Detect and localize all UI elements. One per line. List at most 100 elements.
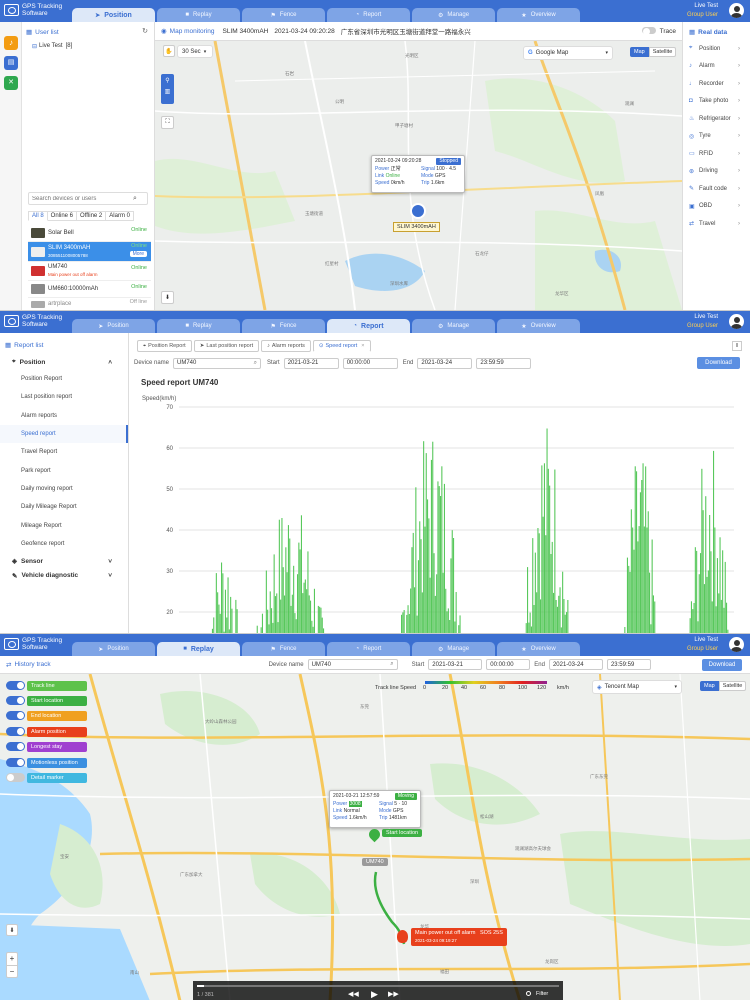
toggle-switch[interactable] — [6, 742, 25, 751]
tree-expand-icon[interactable]: ⊟ — [32, 44, 38, 50]
report-speed[interactable]: Speed report — [0, 424, 128, 444]
toggle-track-line[interactable]: Track line — [6, 680, 87, 691]
toggle-switch[interactable] — [6, 696, 25, 705]
play-icon[interactable]: ▶ — [371, 989, 378, 999]
alarm-bell-icon[interactable]: ♪ — [4, 36, 18, 50]
toggle-start-location[interactable]: Start location — [6, 695, 87, 706]
toggle-alarm-position[interactable]: Alarm position — [6, 726, 87, 737]
download-button[interactable]: Download — [697, 357, 740, 369]
report-geofence[interactable]: Geofence report — [21, 540, 65, 547]
device-row[interactable]: artrplace Off line — [28, 298, 151, 310]
report-park[interactable]: Park report — [21, 467, 51, 474]
more-button[interactable]: More — [129, 251, 147, 257]
map-mode-map[interactable]: Map — [630, 47, 649, 57]
search-input[interactable] — [29, 195, 133, 202]
device-name-field[interactable]: UM740 ⌕ — [173, 357, 262, 369]
device-row-selected[interactable]: SLIM 3400mAH 3085511008005788 Online More — [28, 242, 151, 262]
map-mode-satellite[interactable]: Satellite — [718, 681, 747, 691]
filter-alarm[interactable]: Alarm 0 — [106, 211, 134, 221]
group-vehicle-diagnostic[interactable]: ✎ Vehicle diagnostic ˅ — [0, 571, 128, 585]
start-time-field[interactable]: 00:00:00 — [342, 357, 398, 369]
open-tab-alarm-reports[interactable]: ♪ Alarm reports — [261, 340, 311, 352]
fast-forward-icon[interactable]: ▶▶ — [388, 991, 399, 998]
toggle-longest-stay[interactable]: Longest stay — [6, 741, 87, 752]
report-last-position[interactable]: Last position report — [21, 394, 73, 401]
start-time-field[interactable]: 00:00:00 — [486, 659, 531, 670]
trace-toggle[interactable] — [642, 27, 656, 35]
filter-offline[interactable]: Offline 2 — [77, 211, 107, 221]
tab-overview[interactable]: ★ Overview — [497, 319, 580, 333]
avatar[interactable] — [729, 637, 744, 652]
report-travel[interactable]: Travel Report — [21, 449, 58, 456]
tab-overview[interactable]: ★ Overview — [497, 8, 580, 22]
realdata-obd[interactable]: ▣ OBD › — [683, 198, 750, 216]
download-icon[interactable]: ⬇ — [161, 291, 174, 304]
zoom-in-icon[interactable]: + — [9, 954, 15, 963]
end-time-field[interactable]: 23:59:59 — [606, 659, 651, 670]
tab-manage[interactable]: ⚙ Manage — [412, 642, 495, 656]
toggle-switch[interactable] — [6, 711, 25, 720]
download-button[interactable]: Download — [702, 659, 742, 671]
tab-report[interactable]: ◔ Report — [327, 642, 410, 656]
open-tab-speed-report[interactable]: ⊙ Speed report × — [312, 340, 371, 352]
filter-radio-icon[interactable] — [526, 991, 531, 996]
map-type-select[interactable]: ◈ Tencent Map ▾ — [592, 680, 682, 694]
start-date-field[interactable]: 2021-03-21 — [428, 659, 483, 670]
alarm-marker-icon[interactable] — [397, 930, 408, 943]
tab-replay[interactable]: ■ Replay — [157, 319, 240, 333]
realdata-position[interactable]: ⌖ Position › — [683, 40, 750, 58]
refresh-interval-select[interactable]: 30 Sec ▾ — [177, 45, 213, 58]
tab-replay[interactable]: ■ Replay — [157, 642, 240, 656]
device-row[interactable]: UM740 Main power out off alarm Online — [28, 262, 151, 281]
tab-fence[interactable]: ⚑ Fence — [242, 642, 325, 656]
pan-tool-icon[interactable]: ✋ — [163, 45, 175, 57]
zoom-out-icon[interactable]: − — [7, 965, 17, 978]
tools-icon[interactable]: ✕ — [4, 76, 18, 90]
replay-map[interactable]: 大岭山森林公园 广东东莞 松山湖 观澜湖高尔夫球会 广东加拿大 深圳 龙华 宝安… — [0, 674, 750, 1000]
toggle-motionless-position[interactable]: Motionless position — [6, 757, 87, 768]
realdata-rfid[interactable]: ▭ RFID › — [683, 145, 750, 163]
map-type-select[interactable]: G Google Map ▾ — [523, 46, 613, 60]
tab-position[interactable]: ➤ Position — [72, 8, 155, 22]
filter-all[interactable]: All 8 — [28, 211, 48, 221]
realdata-driving[interactable]: ⊛ Driving › — [683, 163, 750, 181]
toggle-switch[interactable] — [6, 681, 25, 690]
report-daily-moving[interactable]: Daily moving report — [21, 485, 73, 492]
report-position[interactable]: Position Report — [21, 376, 63, 383]
end-time-field[interactable]: 23:59:59 — [476, 357, 532, 369]
open-tab-position-report[interactable]: ⌖ Position Report — [137, 340, 192, 352]
toggle-switch[interactable] — [6, 758, 25, 767]
map-mode-satellite[interactable]: Satellite — [648, 47, 677, 57]
tab-manage[interactable]: ⚙ Manage — [412, 319, 495, 333]
tab-position[interactable]: ➤ Position — [72, 319, 155, 333]
tab-report[interactable]: ◔ Report — [327, 8, 410, 22]
collapse-icon[interactable]: ‖ — [732, 341, 742, 351]
search-icon[interactable]: ⌕ — [133, 194, 137, 202]
toggle-detail-marker[interactable]: Detail marker — [6, 772, 87, 783]
vehicle-marker-icon[interactable] — [410, 203, 426, 219]
avatar[interactable] — [729, 314, 744, 329]
report-daily-mileage[interactable]: Daily Mileage Report — [21, 504, 77, 511]
realdata-travel[interactable]: ⇄ Travel › — [683, 215, 750, 233]
playback-progress-track[interactable] — [197, 985, 559, 987]
toggle-end-location[interactable]: End location — [6, 710, 87, 721]
tab-fence[interactable]: ⚑ Fence — [242, 319, 325, 333]
realdata-alarm[interactable]: ♪ Alarm › — [683, 58, 750, 76]
report-alarm[interactable]: Alarm reports — [21, 412, 58, 419]
realdata-fault-code[interactable]: ✎ Fault code › — [683, 180, 750, 198]
tab-replay[interactable]: ■ Replay — [157, 8, 240, 22]
open-tab-last-position[interactable]: ➤ Last position report — [193, 340, 260, 352]
tab-overview[interactable]: ★ Overview — [497, 642, 580, 656]
device-row[interactable]: Solar Bell Online — [28, 224, 151, 242]
end-date-field[interactable]: 2021-03-24 — [417, 357, 473, 369]
realdata-tyre[interactable]: ◎ Tyre › — [683, 128, 750, 146]
trash-icon[interactable]: ▥ — [164, 89, 171, 95]
group-position[interactable]: ⌖ Position ˄ — [0, 349, 128, 370]
tree-item[interactable]: ⊟ Live Test [8] — [32, 43, 72, 50]
rewind-icon[interactable]: ◀◀ — [348, 991, 359, 998]
close-icon[interactable]: × — [361, 343, 365, 349]
device-row[interactable]: UM660:10000mAh Online — [28, 281, 151, 298]
group-sensor[interactable]: ◈ Sensor ˅ — [0, 553, 128, 571]
realdata-take-photo[interactable]: ◘ Take photo › — [683, 93, 750, 111]
device-name-field[interactable]: UM740 ⌕ — [307, 659, 398, 670]
